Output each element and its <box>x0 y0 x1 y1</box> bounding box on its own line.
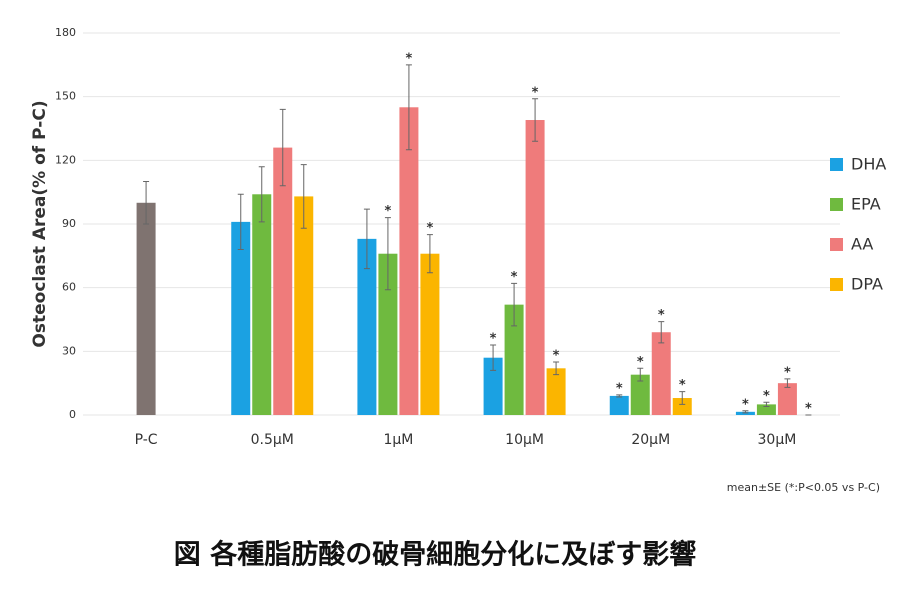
bar <box>399 107 419 416</box>
legend-label: DHA <box>851 155 886 174</box>
error-bar <box>763 401 770 408</box>
legend-label: DPA <box>851 275 883 294</box>
error-bar <box>300 164 307 229</box>
bar <box>546 368 566 415</box>
bar <box>777 383 797 415</box>
bar <box>504 304 524 415</box>
error-bar <box>532 98 539 142</box>
significance-mark: * <box>805 402 812 417</box>
y-tick-label: 120 <box>55 153 76 166</box>
legend-swatch <box>830 238 843 251</box>
legend-swatch <box>830 158 843 171</box>
bar <box>756 404 776 415</box>
note: mean±SE (*:P<0.05 vs P-C) <box>727 481 880 494</box>
bar <box>609 395 629 415</box>
significance-mark: * <box>553 348 560 363</box>
x-tick-label: P-C <box>135 432 158 448</box>
x-tick-label: 30μM <box>758 432 797 448</box>
bar <box>252 194 272 415</box>
y-tick-label: 90 <box>62 217 76 230</box>
bar <box>651 332 671 415</box>
significance-mark: * <box>763 389 770 404</box>
x-tick-label: 1μM <box>383 432 413 448</box>
error-bar <box>363 208 370 270</box>
significance-mark: * <box>490 331 497 346</box>
significance-mark: * <box>784 365 791 380</box>
bar <box>735 411 755 415</box>
significance-mark: * <box>406 51 413 66</box>
significance-mark: * <box>385 204 392 219</box>
legend-label: EPA <box>851 195 881 214</box>
error-bar <box>616 394 623 398</box>
bar <box>231 221 251 415</box>
error-bar <box>784 378 791 388</box>
x-tick-label: 20μM <box>631 432 670 448</box>
error-bar <box>279 108 286 187</box>
y-tick-label: 60 <box>62 281 76 294</box>
significance-mark: * <box>637 355 644 370</box>
y-tick-label: 0 <box>69 408 76 421</box>
error-bar <box>258 166 265 223</box>
y-tick-label: 150 <box>55 90 76 103</box>
x-tick-label: 10μM <box>505 432 544 448</box>
significance-mark: * <box>511 270 518 285</box>
significance-mark: * <box>658 308 665 323</box>
error-bar <box>490 344 497 371</box>
legend-swatch <box>830 278 843 291</box>
legend-label: AA <box>851 235 873 254</box>
error-bar <box>426 234 433 274</box>
error-bar <box>637 367 644 382</box>
error-bar <box>237 193 244 250</box>
bar <box>378 253 398 415</box>
error-bar <box>742 410 749 414</box>
error-bar <box>511 282 518 327</box>
y-tick-label: 180 <box>55 26 76 39</box>
bar <box>483 357 503 415</box>
bar <box>672 398 692 415</box>
error-bar <box>405 64 412 151</box>
legend-swatch <box>830 198 843 211</box>
bar <box>525 120 545 415</box>
error-bar <box>384 217 391 291</box>
significance-mark: * <box>616 381 623 396</box>
bar <box>273 147 293 415</box>
significance-mark: * <box>532 85 539 100</box>
bar <box>630 374 650 415</box>
error-bar <box>553 361 560 376</box>
error-bar <box>143 181 150 225</box>
significance-mark: * <box>427 221 434 236</box>
error-bar <box>679 391 686 405</box>
x-tick-label: 0.5μM <box>251 432 294 448</box>
significance-mark: * <box>679 378 686 393</box>
bar <box>294 196 314 415</box>
y-axis-label: Osteoclast Area(% of P-C) <box>30 100 50 347</box>
caption: 図 各種脂肪酸の破骨細胞分化に及ぼす影響 <box>174 539 696 571</box>
significance-mark: * <box>742 397 749 412</box>
y-tick-label: 30 <box>62 344 76 357</box>
bar <box>420 253 440 415</box>
error-bar <box>658 321 665 344</box>
bar <box>357 238 377 415</box>
bar <box>136 202 156 415</box>
